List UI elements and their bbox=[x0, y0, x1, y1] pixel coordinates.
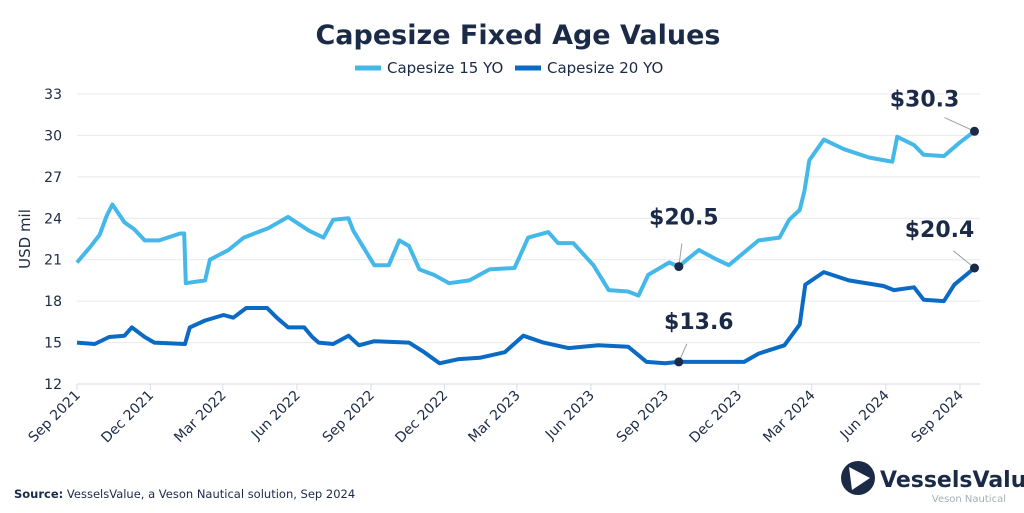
x-tick-label: Mar 2022 bbox=[171, 388, 229, 446]
annotation-dot bbox=[970, 263, 980, 273]
legend: Capesize 15 YO Capesize 20 YO bbox=[355, 59, 663, 77]
x-tick-label: Jun 2024 bbox=[837, 387, 893, 443]
x-tick-label: Jun 2022 bbox=[248, 388, 304, 444]
y-tick-label: 24 bbox=[44, 211, 62, 227]
annotations: $30.3 $20.5 $13.6 $20.4 bbox=[649, 87, 980, 367]
x-tick-label: Jun 2023 bbox=[542, 388, 598, 444]
logo-triangle bbox=[849, 467, 870, 490]
annotation-leader bbox=[953, 250, 975, 269]
y-tick-label: 21 bbox=[44, 253, 62, 269]
x-tick-label: Sep 2021 bbox=[26, 388, 84, 446]
y-axis-label: USD mil bbox=[16, 209, 34, 269]
legend-label: Capesize 15 YO bbox=[387, 59, 503, 77]
x-tick-label: Sep 2024 bbox=[909, 387, 967, 445]
source-note: Source: VesselsValue, a Veson Nautical s… bbox=[14, 487, 355, 501]
y-tick-label: 33 bbox=[44, 87, 62, 103]
x-axis: Sep 2021 Dec 2021 Mar 2022 Jun 2022 Sep 2022… bbox=[26, 383, 980, 447]
y-tick-label: 30 bbox=[44, 128, 62, 144]
series-lines bbox=[75, 129, 976, 366]
source-prefix: Source: bbox=[14, 487, 63, 501]
x-tick-label: Dec 2021 bbox=[98, 388, 157, 447]
legend-label: Capesize 20 YO bbox=[547, 59, 663, 77]
annotation-dot bbox=[674, 357, 684, 367]
annotation-label: $30.3 bbox=[890, 87, 960, 112]
annotation-dot bbox=[970, 126, 980, 136]
annotation-label: $13.6 bbox=[664, 310, 734, 335]
x-tick-label: Mar 2023 bbox=[465, 388, 523, 446]
annotation-label: $20.5 bbox=[649, 206, 719, 231]
y-tick-label: 18 bbox=[44, 294, 62, 310]
x-tick-label: Sep 2023 bbox=[614, 388, 672, 446]
logo-sub: Veson Nautical bbox=[932, 494, 1006, 505]
x-tick-label: Dec 2022 bbox=[392, 388, 451, 447]
annotation-label: $20.4 bbox=[905, 218, 975, 243]
x-tick-label: Mar 2024 bbox=[760, 387, 818, 445]
source-text: VesselsValue, a Veson Nautical solution,… bbox=[63, 487, 355, 501]
y-tick-label: 12 bbox=[44, 377, 62, 393]
y-tick-label: 27 bbox=[44, 170, 62, 186]
y-axis: 12 15 18 21 24 27 30 33 bbox=[44, 87, 62, 393]
vesselsvalue-logo: VesselsValue Veson Nautical bbox=[841, 461, 1024, 505]
series-line-20yo bbox=[76, 266, 976, 366]
x-tick-label: Dec 2023 bbox=[686, 388, 745, 447]
chart-title: Capesize Fixed Age Values bbox=[315, 20, 720, 51]
x-tick-label: Sep 2022 bbox=[320, 388, 378, 446]
series-line-15yo bbox=[75, 129, 976, 298]
annotation-dot bbox=[674, 262, 684, 272]
y-tick-label: 15 bbox=[44, 336, 62, 352]
annotation-leader bbox=[944, 117, 975, 132]
logo-name: VesselsValue bbox=[880, 468, 1024, 493]
